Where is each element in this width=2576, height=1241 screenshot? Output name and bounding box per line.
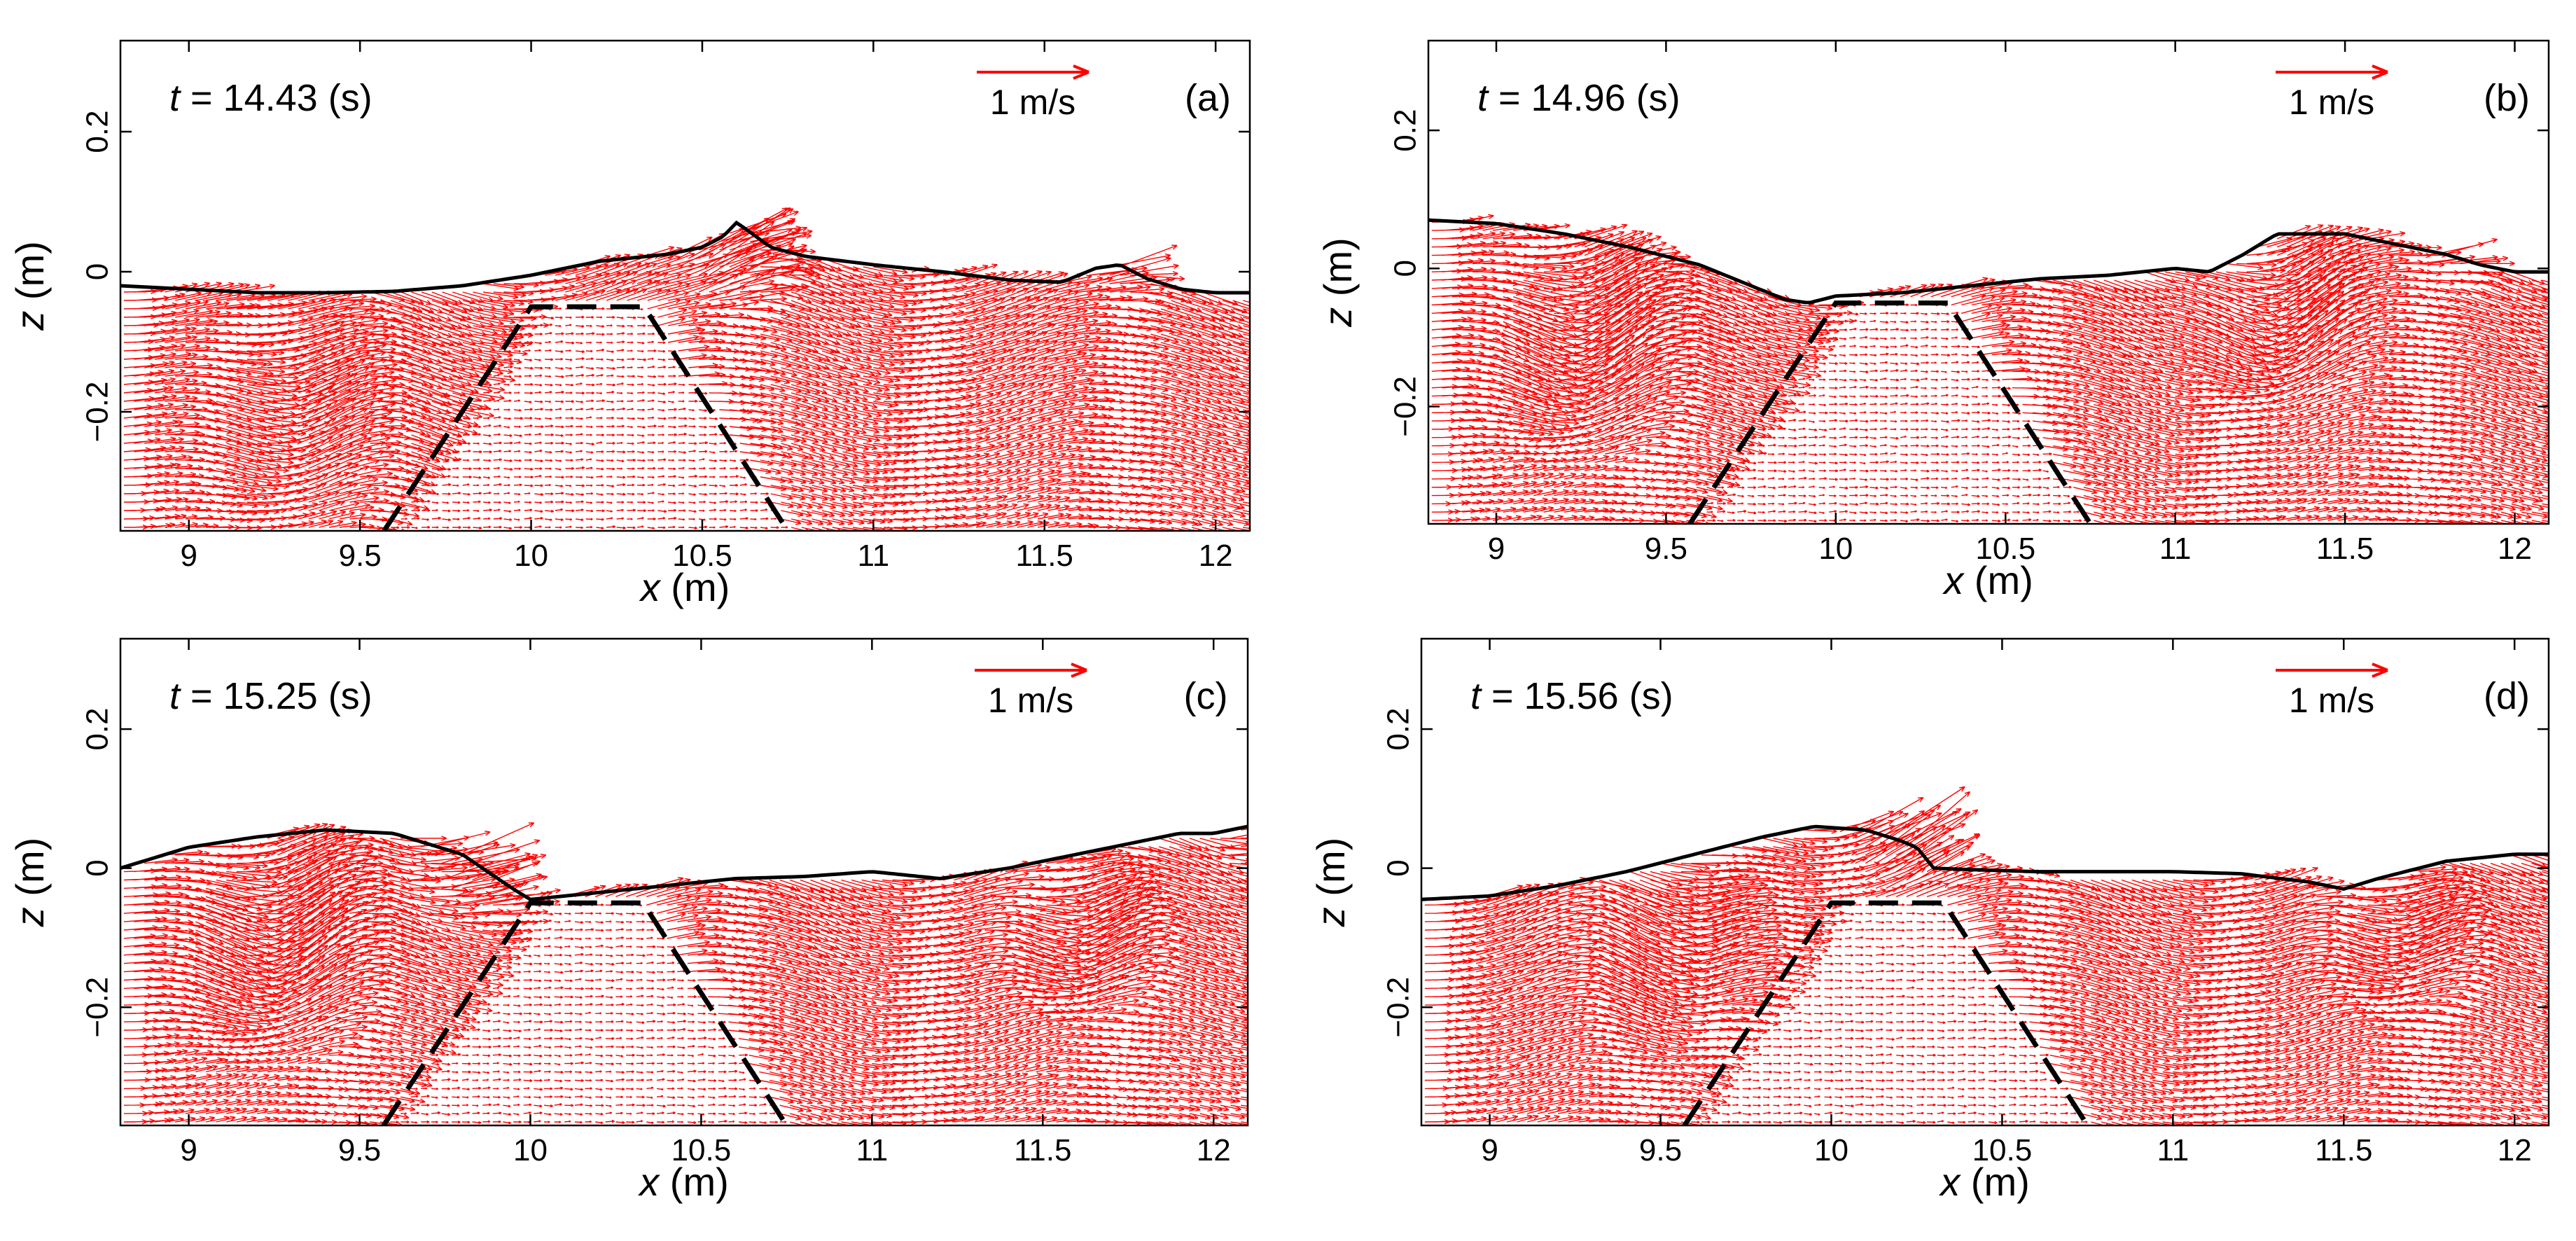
panel-d: 9 9.5 10 10.5 11 11.5 12 0.2 0 −0.2 x (m) z (m) t = … (1309, 637, 2550, 1204)
time-label: t = 14.96 (s) (1477, 77, 1680, 119)
x-tick-label: 11.5 (2316, 532, 2374, 566)
x-tick-label: 9 (1488, 532, 1505, 566)
scale-arrow-head (1071, 663, 1087, 678)
x-tick-label: 10 (1814, 1133, 1849, 1167)
breakwater-outline (382, 304, 791, 531)
x-tick-label: 9.5 (338, 1133, 381, 1167)
free-surface-line (120, 824, 1248, 901)
panel-c: 9 9.5 10 10.5 11 11.5 12 0.2 0 −0.2 x (m) z (m) t = … (8, 637, 1249, 1204)
breakwater-outline (1687, 300, 2093, 524)
y-tick-label: 0 (81, 859, 115, 876)
y-tick-label: −0.2 (1381, 977, 1416, 1038)
y-tick-label: 0.2 (81, 110, 115, 153)
y-tick-label: −0.2 (81, 977, 115, 1038)
scale-label: 1 m/s (988, 681, 1073, 720)
time-label: t = 15.25 (s) (169, 675, 373, 717)
x-axis-label: x (m) (1938, 1160, 2030, 1204)
y-axis-label: z (m) (8, 241, 52, 331)
x-tick-label: 9.5 (1639, 1133, 1682, 1167)
y-tick-label: 0.2 (1388, 109, 1423, 152)
scale-arrow-head (2372, 663, 2388, 678)
y-axis-label: z (m) (1316, 237, 1360, 328)
breakwater-outline (1682, 900, 2090, 1125)
x-tick-label: 11 (2159, 532, 2192, 566)
y-axis-label: z (m) (8, 838, 52, 928)
panel-letter: (d) (2484, 675, 2530, 717)
x-tick-label: 11 (857, 539, 889, 573)
y-tick-label: −0.2 (1388, 376, 1423, 437)
panel-letter: (a) (1185, 77, 1231, 119)
x-tick-label: 10 (513, 1133, 548, 1167)
x-tick-label: 10 (514, 539, 548, 573)
free-surface-line (120, 220, 1250, 295)
velocity-field (1424, 786, 2549, 1125)
x-tick-label: 11 (856, 1133, 888, 1167)
panel-letter: (c) (1184, 675, 1228, 717)
x-tick-label: 12 (2498, 1133, 2532, 1167)
x-tick-label: 12 (1197, 1133, 1231, 1167)
x-tick-label: 10.5 (1972, 1133, 2033, 1167)
x-tick-label: 10.5 (671, 1133, 732, 1167)
scale-label: 1 m/s (990, 83, 1075, 122)
x-tick-label: 10.5 (1975, 532, 2035, 566)
y-axis-label: z (m) (1309, 838, 1353, 928)
velocity-vectors (1424, 786, 2549, 1125)
x-tick-label: 12 (1199, 539, 1233, 573)
panel-letter: (b) (2484, 77, 2530, 119)
x-tick-label: 10 (1818, 532, 1853, 566)
y-tick-label: −0.2 (81, 382, 115, 443)
x-axis-label: x (m) (1942, 558, 2033, 602)
y-tick-label: 0 (1381, 859, 1416, 876)
y-tick-label: 0 (81, 263, 115, 280)
y-tick-label: 0 (1388, 260, 1423, 277)
x-tick-label: 9 (180, 1133, 197, 1167)
scale-arrow-head (2372, 64, 2388, 80)
scale-arrow-head (1073, 64, 1089, 80)
axes-frame (1427, 39, 2550, 525)
x-tick-label: 9 (181, 539, 197, 573)
x-tick-label: 9.5 (339, 539, 382, 573)
y-tick-label: 0.2 (1381, 707, 1416, 750)
axes-frame (119, 39, 1251, 532)
y-tick-label: 0.2 (81, 707, 115, 750)
velocity-vectors (123, 822, 1248, 1125)
x-tick-label: 11.5 (1016, 539, 1073, 573)
velocity-field (1431, 214, 2549, 524)
x-tick-label: 11.5 (1014, 1133, 1071, 1167)
breakwater-outline (381, 900, 789, 1125)
x-tick-label: 10.5 (672, 539, 732, 573)
scale-label: 1 m/s (2289, 83, 2374, 122)
velocity-vectors (1431, 214, 2549, 524)
scale-label: 1 m/s (2289, 681, 2374, 720)
axes-frame (119, 637, 1249, 1127)
velocity-field (123, 822, 1248, 1125)
free-surface-line (1428, 218, 2549, 305)
x-tick-label: 9.5 (1645, 532, 1687, 566)
x-axis-label: x (m) (637, 1160, 729, 1204)
time-label: t = 15.56 (s) (1470, 675, 1673, 717)
free-surface-line (1421, 824, 2549, 901)
velocity-vectors (123, 207, 1250, 531)
time-label: t = 14.43 (s) (169, 77, 373, 119)
x-tick-label: 12 (2498, 532, 2532, 566)
x-tick-label: 11 (2157, 1133, 2189, 1167)
velocity-field (123, 207, 1250, 531)
x-tick-label: 11.5 (2315, 1133, 2372, 1167)
x-tick-label: 9 (1481, 1133, 1498, 1167)
panel-b: 9 9.5 10 10.5 11 11.5 12 0.2 0 −0.2 x (m) z (m) t = … (1316, 39, 2550, 602)
panel-a: 9 9.5 10 10.5 11 11.5 12 0.2 0 −0.2 x (m) z (m) t = … (8, 39, 1251, 609)
x-axis-label: x (m) (639, 565, 730, 609)
axes-frame (1420, 637, 2550, 1127)
